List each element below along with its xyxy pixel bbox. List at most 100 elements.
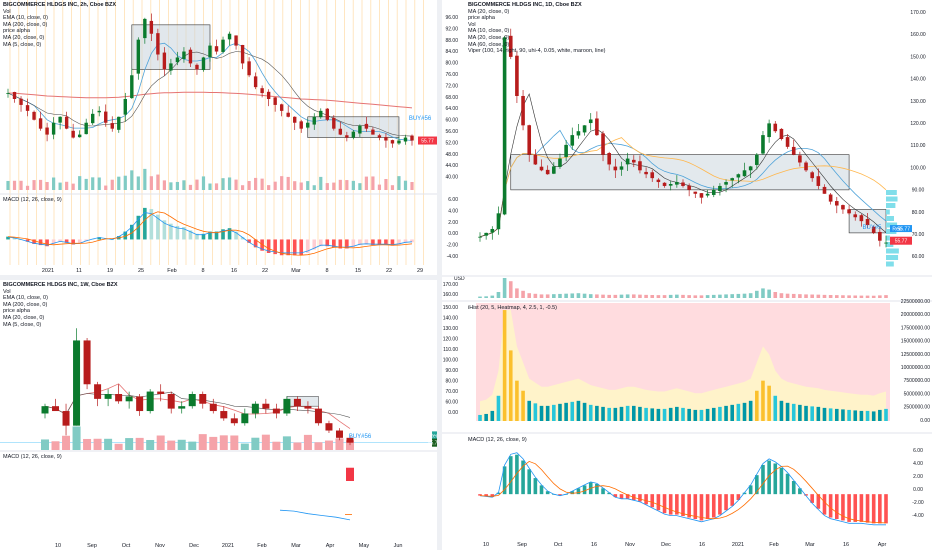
heatmap-volume-bar — [502, 310, 507, 421]
legend-item: MA (200, close, 0) — [3, 301, 48, 308]
heatmap-volume-bar — [865, 410, 870, 421]
volume-bar — [146, 439, 155, 450]
right-axis-label: 90.00 — [912, 188, 925, 194]
macd-histogram-bar — [364, 239, 369, 245]
x-axis-tick: 10 — [483, 542, 489, 548]
heatmap-volume-bar — [853, 410, 858, 421]
candle-body — [58, 116, 62, 123]
macd-histogram-bar — [718, 494, 722, 515]
candle-body — [810, 172, 814, 179]
macd-histogram-bar — [527, 469, 532, 495]
volume-bar — [351, 180, 355, 190]
volume-profile-bar — [886, 261, 894, 267]
heatmap-volume-bar — [582, 402, 587, 421]
vertical-divider — [437, 0, 442, 550]
left-axis-label: 88.00 — [445, 38, 458, 44]
candle-body — [791, 146, 796, 155]
macd-histogram-bar — [625, 494, 630, 499]
candle-body — [273, 97, 277, 105]
macd-histogram-bar — [71, 239, 75, 245]
volume-bar — [19, 180, 23, 190]
macd-signal-line — [7, 211, 413, 256]
right-axis-label: 120.00 — [910, 121, 926, 127]
x-axis-tick: 29 — [417, 268, 423, 274]
macd-histogram-bar — [123, 231, 128, 240]
macd-histogram-bar — [853, 494, 858, 522]
macd-histogram-bar — [668, 494, 673, 515]
left-axis-label: 64.00 — [445, 106, 458, 112]
panel-1d-plot[interactable]: 96.00 92.00 88.00 84.00 80.00 76.00 72.00 68.00… — [442, 0, 932, 550]
right-axis-label: 0.00 — [913, 487, 923, 493]
right-axis-label: -4.00 — [912, 513, 924, 519]
volume-bar — [195, 179, 199, 190]
macd-histogram-bar — [804, 494, 808, 496]
volume-bar — [515, 288, 519, 298]
macd-histogram-bar — [397, 239, 401, 245]
heatmap-volume-bar — [791, 403, 796, 421]
candle-body — [136, 39, 141, 74]
volume-bar — [254, 177, 258, 190]
panel-2h-chart[interactable]: BIGCOMMERCE HLDGS INC, 2h, Cboe BZX Vol … — [0, 0, 437, 275]
volume-bar — [539, 294, 544, 298]
volume-bar — [58, 182, 62, 190]
panel-2h-plot[interactable]: BUY#56 55.77 2021 11 19 25 Feb 8 16 22 Mar 8 15 22 29 — [0, 0, 437, 275]
volume-bar — [41, 439, 49, 450]
macd-histogram-bar — [748, 485, 753, 495]
panel-1d-title: BIGCOMMERCE HLDGS INC, 1D, Cboe BZX — [468, 2, 582, 8]
volume-bar — [853, 295, 858, 298]
heatmap-band — [480, 310, 886, 421]
volume-bar — [736, 293, 741, 298]
heatmap-volume-bar — [613, 407, 618, 421]
macd-histogram-bar — [601, 488, 605, 495]
volume-bar — [871, 295, 876, 298]
macd-histogram-bar — [292, 239, 297, 256]
macd-histogram-bar — [859, 494, 864, 522]
volume-bar — [261, 434, 270, 450]
panel-1w-plot[interactable]: BUY#56Red55.770.00-2.00-4.00-6.00-8.0010… — [0, 280, 437, 550]
volume-bar — [188, 184, 193, 190]
candle-body — [332, 117, 336, 129]
panel-1w-chart[interactable]: BIGCOMMERCE HLDGS INC, 1W, Cboe BZX Vol … — [0, 280, 437, 550]
red-tag — [432, 431, 437, 440]
candle-body — [859, 215, 864, 222]
volume-bar — [755, 290, 759, 298]
candle-body — [6, 93, 10, 94]
candle-body — [136, 396, 144, 412]
legend-item: MA (20, close, 0) — [468, 8, 510, 15]
heatmap-volume-bar — [576, 400, 581, 421]
candle-body — [351, 131, 356, 138]
macd-histogram-bar — [32, 239, 36, 244]
x-axis-tick: Apr — [326, 543, 335, 549]
macd-histogram-bar — [345, 239, 349, 249]
candle-body — [699, 193, 704, 198]
panel-1d-chart[interactable]: BIGCOMMERCE HLDGS INC, 1D, Cboe BZX MA (… — [442, 0, 932, 550]
volume-bar — [656, 295, 661, 298]
volume-bar — [234, 179, 238, 190]
candle-body — [149, 20, 154, 34]
x-axis-tick: Mar — [805, 542, 815, 548]
macd-histogram-bar — [730, 494, 735, 506]
red-tag-text: Red — [892, 227, 901, 233]
heatmap-volume-bar — [736, 403, 741, 421]
left-axis-label: 44.00 — [445, 163, 458, 169]
candle-body — [736, 174, 741, 178]
macd-histogram-bar — [576, 488, 581, 495]
candle-body — [91, 113, 95, 124]
left-axis-label: 76.00 — [445, 72, 458, 78]
x-axis-tick: Sep — [87, 543, 97, 549]
macd-histogram-bar — [545, 491, 550, 495]
candle-body — [613, 166, 618, 171]
consolidation-box — [510, 154, 850, 191]
x-axis-tick: 2021 — [42, 268, 54, 274]
x-axis-tick: Mar — [291, 543, 301, 549]
left-axis-label: 90.00 — [445, 368, 458, 374]
volume-bar — [123, 175, 127, 190]
heatmap-volume-bar — [564, 402, 568, 421]
left-axis-label: -4.00 — [447, 254, 459, 260]
candle-body — [644, 171, 648, 175]
volume-bar — [303, 434, 312, 450]
candle-body — [822, 186, 827, 194]
volume-bar — [45, 181, 49, 190]
macd-histogram-bar — [619, 494, 624, 499]
candle-body — [220, 411, 228, 419]
